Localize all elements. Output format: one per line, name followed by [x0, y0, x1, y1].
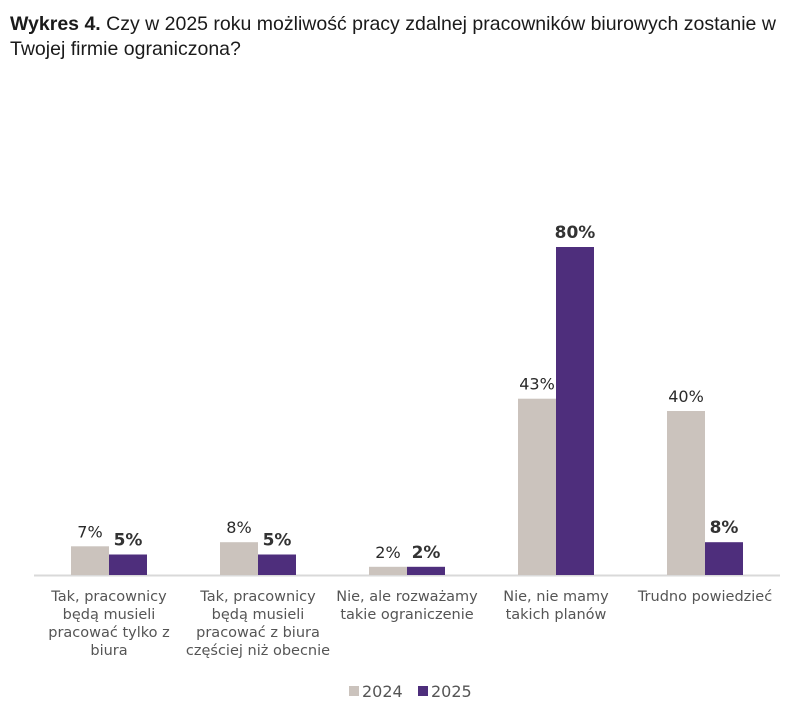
data-label-2024-4: 40% [668, 387, 704, 406]
data-label-2024-1: 8% [226, 518, 251, 537]
x-tick-label-1: pracować z biura [196, 625, 320, 641]
data-label-2025-0: 5% [114, 531, 143, 551]
x-tick-label-3: Nie, nie mamy [503, 589, 609, 605]
bar-2025-0 [109, 554, 147, 575]
x-tick-label-1: będą musieli [212, 607, 305, 623]
x-tick-label-1: częściej niż obecnie [186, 643, 330, 659]
legend-swatch-2024 [349, 686, 359, 696]
x-tick-label-3: takich planów [506, 607, 607, 623]
x-tick-label-4: Trudno powiedzieć [637, 589, 772, 605]
data-label-2025-2: 2% [412, 543, 441, 563]
chart-title-prefix: Wykres 4. [10, 13, 101, 35]
chart-title-text: Czy w 2025 roku możliwość pracy zdalnej … [10, 13, 776, 60]
bar-2025-4 [705, 542, 743, 575]
x-tick-label-0: Tak, pracownicy [50, 589, 167, 605]
x-tick-label-0: pracować tylko z [48, 625, 170, 641]
bar-2025-3 [556, 247, 594, 575]
x-tick-label-1: Tak, pracownicy [199, 589, 316, 605]
bar-2025-2 [407, 566, 445, 575]
x-tick-label-2: takie ograniczenie [340, 607, 473, 623]
data-label-2025-4: 8% [710, 518, 739, 538]
bar-2024-3 [518, 398, 556, 575]
data-label-2024-2: 2% [375, 543, 400, 562]
x-tick-label-0: będą musieli [63, 607, 156, 623]
bar-2025-1 [258, 554, 296, 575]
bar-2024-0 [71, 546, 109, 575]
bar-2024-1 [220, 542, 258, 575]
x-tick-label-0: biura [90, 643, 127, 659]
data-label-2025-1: 5% [263, 531, 292, 551]
chart-title: Wykres 4. Czy w 2025 roku możliwość prac… [10, 12, 790, 62]
data-label-2024-3: 43% [519, 375, 555, 394]
legend-swatch-2025 [418, 686, 428, 696]
legend-label-2024: 2024 [362, 682, 403, 701]
bar-2024-2 [369, 566, 407, 575]
data-label-2025-3: 80% [555, 223, 596, 243]
bar-2024-4 [667, 411, 705, 575]
legend-label-2025: 2025 [431, 682, 472, 701]
data-label-2024-0: 7% [77, 522, 102, 541]
x-tick-label-2: Nie, ale rozważamy [336, 589, 478, 605]
